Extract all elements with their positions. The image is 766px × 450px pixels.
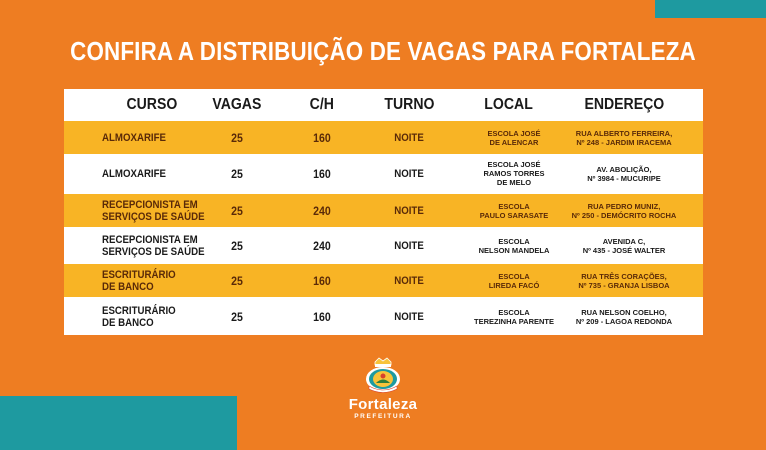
cell-curso: RECEPCIONISTA EM SERVIÇOS DE SAÚDE (102, 198, 205, 223)
cell-ch: 160 (313, 130, 331, 145)
cell-vagas: 25 (231, 203, 243, 218)
cell-ch: 240 (313, 203, 331, 218)
prefeitura-logo: Fortaleza PREFEITURA (338, 356, 428, 436)
cell-local: ESCOLA LIREDA FACÓ (488, 271, 540, 290)
cell-local: ESCOLA PAULO SARASATE (479, 201, 549, 220)
cell-ch: 160 (313, 310, 331, 324)
bottom-accent-bar (0, 396, 237, 450)
table-row: RECEPCIONISTA EM SERVIÇOS DE SAÚDE 25 24… (64, 229, 703, 262)
header-endereco: ENDEREÇO (584, 96, 664, 113)
cell-local: ESCOLA JOSÉ RAMOS TORRES DE MELO (483, 160, 545, 187)
cell-vagas: 25 (231, 130, 243, 145)
header-vagas: VAGAS (212, 96, 262, 113)
table-row: ALMOXARIFE 25 160 NOITE ESCOLA JOSÉ DE A… (64, 121, 703, 154)
header-ch: C/H (309, 96, 335, 113)
table-row: ESCRITURÁRIO DE BANCO 25 160 NOITE ESCOL… (64, 299, 703, 335)
logo-name: Fortaleza (348, 396, 418, 413)
header-turno: TURNO (383, 96, 435, 113)
cell-local: ESCOLA TEREZINHA PARENTE (473, 308, 554, 326)
cell-turno: NOITE (394, 311, 424, 323)
city-crest-icon (366, 357, 400, 393)
cell-turno: NOITE (394, 131, 424, 144)
cell-local: ESCOLA NELSON MANDELA (478, 236, 550, 255)
table-row: ALMOXARIFE 25 160 NOITE ESCOLA JOSÉ RAMO… (64, 157, 703, 190)
cell-curso: ESCRITURÁRIO DE BANCO (102, 268, 176, 293)
cell-ch: 240 (313, 238, 331, 253)
cell-endereco: RUA ALBERTO FERREIRA, Nº 248 - JARDIM IR… (575, 128, 673, 147)
table-row: ESCRITURÁRIO DE BANCO 25 160 NOITE ESCOL… (64, 264, 703, 297)
cell-turno: NOITE (394, 274, 424, 287)
cell-vagas: 25 (231, 238, 243, 253)
header-curso: CURSO (126, 96, 177, 113)
cell-vagas: 25 (231, 273, 243, 288)
vacancies-table: CURSO VAGAS C/H TURNO LOCAL ENDEREÇO ALM… (64, 89, 703, 335)
cell-vagas: 25 (231, 310, 243, 324)
cell-endereco: AV. ABOLIÇÃO, Nº 3984 - MUCURIPE (587, 164, 661, 183)
cell-curso: ALMOXARIFE (102, 131, 167, 144)
cell-local: ESCOLA JOSÉ DE ALENCAR (487, 128, 541, 147)
table-header-row: CURSO VAGAS C/H TURNO LOCAL ENDEREÇO (64, 89, 703, 121)
cell-ch: 160 (313, 166, 331, 181)
cell-endereco: RUA PEDRO MUNIZ, Nº 250 - DEMÓCRITO ROCH… (571, 201, 677, 220)
cell-curso: ESCRITURÁRIO DE BANCO (102, 305, 176, 329)
cell-ch: 160 (313, 273, 331, 288)
cell-endereco: AVENIDA C, Nº 435 - JOSÉ WALTER (582, 236, 666, 255)
header-local: LOCAL (484, 96, 534, 113)
top-accent-bar (655, 0, 766, 18)
table-row: RECEPCIONISTA EM SERVIÇOS DE SAÚDE 25 24… (64, 194, 703, 227)
cell-curso: RECEPCIONISTA EM SERVIÇOS DE SAÚDE (102, 233, 205, 258)
cell-turno: NOITE (394, 167, 424, 180)
page-title: CONFIRA A DISTRIBUIÇÃO DE VAGAS PARA FOR… (70, 36, 696, 66)
cell-curso: ALMOXARIFE (102, 167, 167, 180)
cell-turno: NOITE (394, 239, 424, 252)
cell-endereco: RUA TRÊS CORAÇÕES, Nº 735 - GRANJA LISBO… (578, 271, 670, 290)
logo-subtitle: PREFEITURA (354, 413, 412, 420)
cell-vagas: 25 (231, 166, 243, 181)
cell-endereco: RUA NELSON COELHO, Nº 209 - LAGOA REDOND… (575, 308, 673, 326)
cell-turno: NOITE (394, 204, 424, 217)
